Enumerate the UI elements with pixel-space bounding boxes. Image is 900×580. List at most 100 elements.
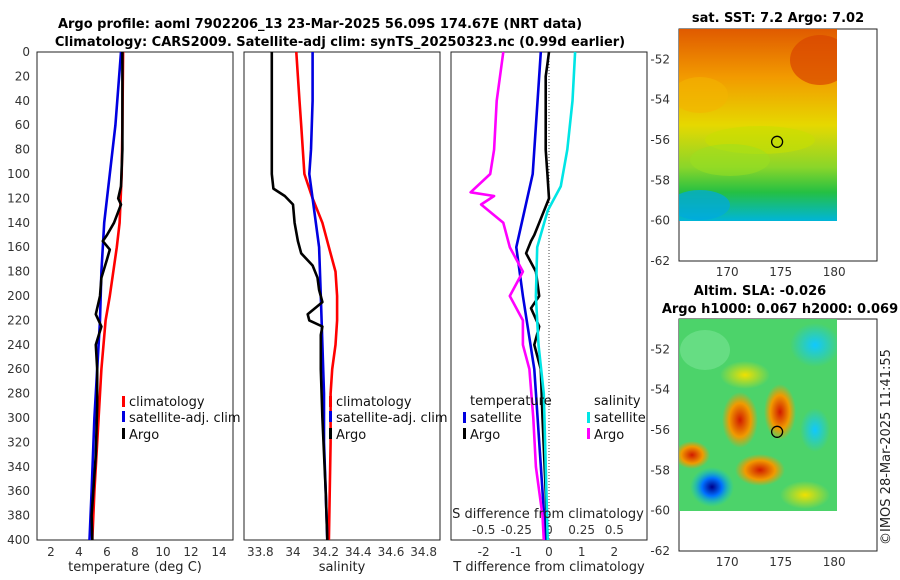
depth-tick-label: 320	[7, 435, 30, 449]
map-y-tick-label: -58	[650, 173, 670, 187]
map-y-tick-label: -56	[650, 423, 670, 437]
x-tick-label: 1	[578, 545, 586, 559]
x-tick-label: 10	[155, 545, 170, 559]
x-tick-label: 34.6	[378, 545, 405, 559]
map-y-tick-label: -52	[650, 52, 670, 66]
series-line-argo	[90, 52, 124, 541]
legend-label-t-satellite: satellite	[470, 411, 522, 426]
map-x-tick-label: 180	[823, 555, 846, 569]
sla-low-patch	[790, 323, 837, 367]
argo-position-marker	[770, 135, 784, 148]
salinity-panel	[243, 51, 441, 541]
map-y-tick-label: -54	[650, 383, 670, 397]
series-line-climatology	[91, 51, 125, 541]
depth-tick-label: 40	[15, 94, 30, 108]
depth-tick-label: 20	[15, 69, 30, 83]
sla-map-axes: 170 175 180 -52 -54 -56 -58 -60 -62	[650, 342, 845, 569]
salinity-x-axis: 33.8 34 34.2 34.4 34.6 34.8	[247, 545, 437, 559]
legend-label-climatology: climatology	[336, 395, 412, 410]
x-tick-label: 0	[545, 545, 553, 559]
depth-tick-label: 380	[7, 509, 30, 523]
sla-low-patch	[690, 467, 734, 507]
x-tick-label: 33.8	[247, 545, 274, 559]
legend-title-salinity: salinity	[594, 394, 641, 409]
series-line-argo	[270, 52, 329, 541]
map-x-tick-label: 170	[716, 555, 739, 569]
depth-tick-label: 300	[7, 411, 30, 425]
x-tick-label: -2	[478, 545, 490, 559]
depth-tick-label: 140	[7, 216, 30, 230]
legend-swatch-s-argo	[587, 428, 590, 439]
legend-label-s-satellite: satellite	[594, 411, 646, 426]
series-line-salinity-argo	[469, 51, 546, 541]
x-tick-label: 2	[611, 545, 619, 559]
sla-map-title-line1: Altim. SLA: -0.026	[694, 284, 826, 299]
depth-tick-label: 60	[15, 118, 30, 132]
s-difference-xlabel: S difference from climatology	[452, 507, 644, 522]
legend-swatch-climatology	[122, 396, 125, 407]
s-diff-tick-label: -0.5	[472, 523, 495, 537]
depth-tick-label: 160	[7, 240, 30, 254]
temperature-panel	[36, 51, 234, 541]
x-tick-label: 12	[183, 545, 198, 559]
depth-tick-label: 360	[7, 484, 30, 498]
sla-low-patch	[800, 408, 830, 452]
x-tick-label: 6	[103, 545, 111, 559]
sst-warm-patch	[679, 77, 728, 113]
sst-map-title: sat. SST: 7.2 Argo: 7.02	[692, 11, 864, 26]
sst-map-axes: 170 175 180 -52 -54 -56 -58 -60 -62	[650, 52, 845, 279]
x-tick-label: -1	[510, 545, 522, 559]
s-difference-x-axis: -0.5-0.2500.250.5	[472, 523, 624, 537]
map-x-tick-label: 175	[769, 555, 792, 569]
sla-map-title-line2: Argo h1000: 0.067 h2000: 0.069	[662, 302, 898, 317]
sla-high-patch	[679, 441, 710, 469]
temperature-x-axis: 2 4 6 8 10 12 14	[47, 545, 226, 559]
legend-swatch-t-satellite	[463, 412, 466, 423]
s-diff-tick-label: 0.5	[605, 523, 624, 537]
legend-swatch-climatology	[329, 396, 332, 407]
depth-axis: 0 20 40 60 80 100 120 140 160 180 200 220 240 260 280 3…	[7, 45, 30, 547]
difference-series	[469, 51, 577, 541]
depth-tick-label: 0	[22, 45, 30, 59]
series-line-temperature-argo	[524, 51, 551, 541]
s-diff-tick-label: 0.25	[568, 523, 595, 537]
salinity-series	[270, 51, 339, 541]
temperature-series	[88, 51, 125, 541]
map-y-tick-label: -60	[650, 214, 670, 228]
sla-high-patch	[720, 361, 770, 389]
legend-label-argo: Argo	[336, 428, 366, 443]
legend-label-s-argo: Argo	[594, 428, 624, 443]
sla-heatmap	[679, 319, 837, 511]
x-tick-label: 2	[47, 545, 55, 559]
series-line-temperature-satellite	[514, 51, 547, 541]
sla-high-patch	[764, 384, 796, 440]
legend-label-argo: Argo	[129, 428, 159, 443]
difference-legend: temperature satellite Argo salinity sate…	[463, 394, 646, 443]
s-diff-tick-label: -0.25	[501, 523, 532, 537]
depth-tick-label: 340	[7, 460, 30, 474]
sla-high-patch	[722, 392, 758, 448]
x-tick-label: 8	[131, 545, 139, 559]
legend-label-satellite: satellite-adj. clim	[129, 411, 241, 426]
depth-tick-label: 120	[7, 191, 30, 205]
map-x-tick-label: 170	[716, 265, 739, 279]
map-y-tick-label: -54	[650, 93, 670, 107]
legend-swatch-satellite	[329, 411, 332, 422]
x-tick-label: 34.4	[345, 545, 372, 559]
depth-tick-label: 280	[7, 387, 30, 401]
salinity-legend: climatology satellite-adj. clim Argo	[329, 395, 448, 443]
t-difference-xlabel: T difference from climatology	[452, 560, 645, 575]
depth-tick-label: 240	[7, 338, 30, 352]
x-tick-label: 14	[211, 545, 226, 559]
sst-mid-patch	[690, 144, 770, 176]
legend-swatch-s-satellite	[587, 412, 590, 423]
series-line-climatology	[295, 51, 339, 541]
depth-tick-label: 180	[7, 265, 30, 279]
map-y-tick-label: -56	[650, 133, 670, 147]
map-x-tick-label: 180	[823, 265, 846, 279]
temperature-xlabel: temperature (deg C)	[68, 560, 202, 575]
depth-tick-label: 260	[7, 362, 30, 376]
sla-high-patch	[735, 454, 785, 486]
temperature-legend: climatology satellite-adj. clim Argo	[122, 395, 241, 443]
